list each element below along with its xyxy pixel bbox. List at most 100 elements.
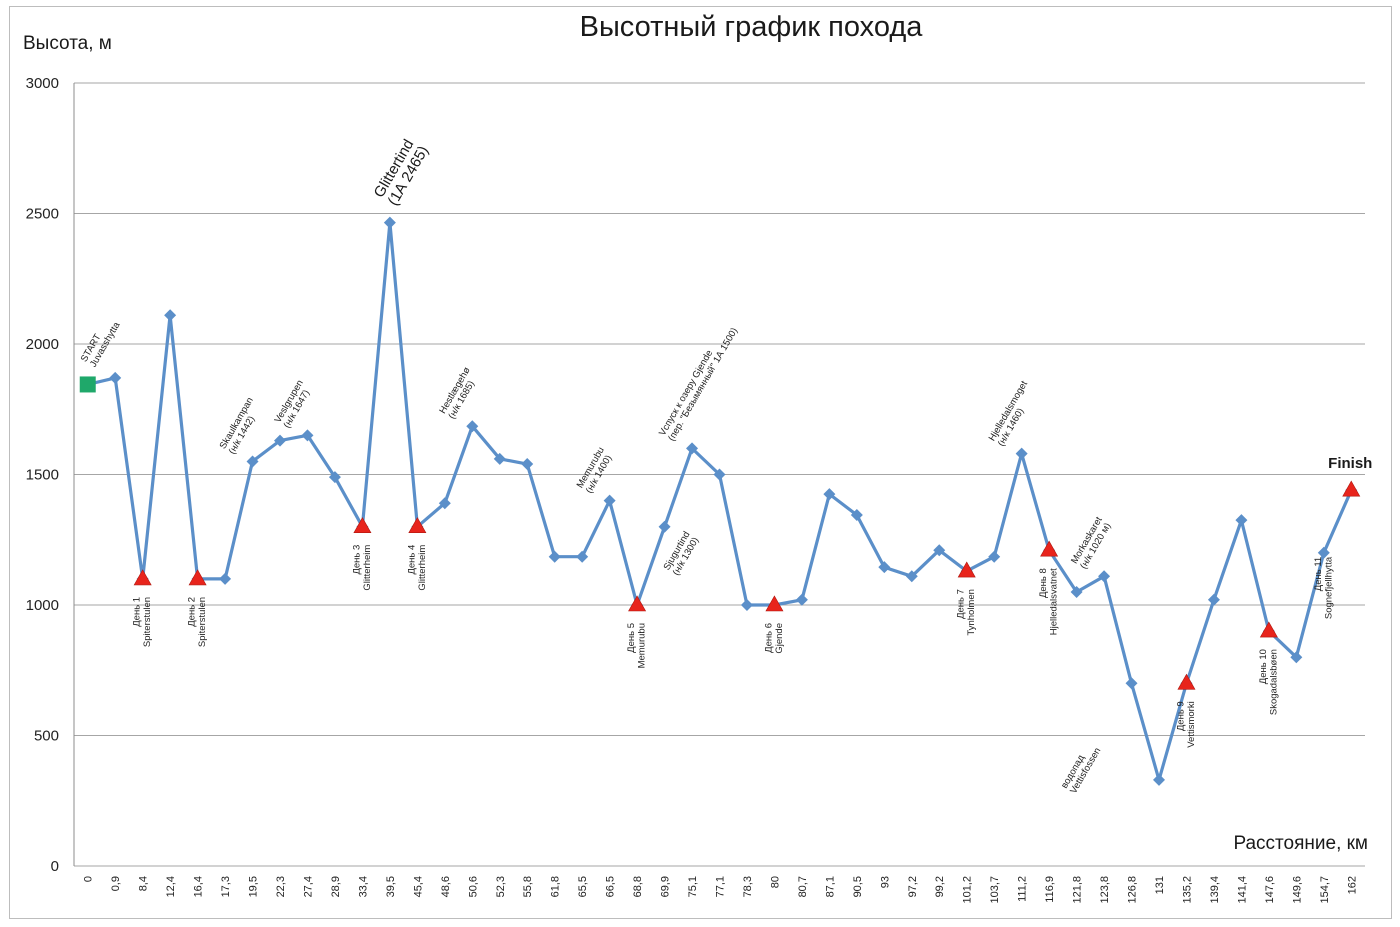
x-tick-label: 139,4 xyxy=(1209,876,1221,904)
x-tick-label: 78,3 xyxy=(742,876,754,897)
x-tick-label: 0 xyxy=(83,876,95,882)
waterfall-label: водопадVettisfossen xyxy=(1059,741,1103,796)
x-tick-label: 141,4 xyxy=(1236,876,1248,904)
x-tick-label: 80 xyxy=(769,876,781,888)
x-tick-label: 111,2 xyxy=(1017,876,1029,902)
x-tick-label: 68,8 xyxy=(632,876,644,897)
day-label: День 10Skogadalsbøen xyxy=(1258,649,1280,715)
data-point xyxy=(466,420,479,433)
x-tick-label: 116,9 xyxy=(1044,876,1056,903)
x-tick-label: 103,7 xyxy=(989,876,1001,904)
x-tick-label: 66,5 xyxy=(605,876,617,897)
finish-marker xyxy=(1342,480,1361,497)
day-label: День 7Tynholmen xyxy=(956,589,978,635)
grid-layer xyxy=(73,82,1365,867)
x-tick-label: 135,2 xyxy=(1181,876,1193,904)
x-tick-label: 17,3 xyxy=(220,876,232,897)
data-point xyxy=(686,442,699,455)
x-tick-label: 65,5 xyxy=(577,876,589,897)
data-point xyxy=(1015,447,1028,460)
x-tick-label: 69,9 xyxy=(660,876,672,897)
data-point xyxy=(1070,585,1083,598)
data-point xyxy=(548,550,561,563)
data-point xyxy=(713,468,726,481)
x-tick-label: 8,4 xyxy=(138,876,150,891)
x-tick-label: 16,4 xyxy=(193,876,205,897)
data-point xyxy=(246,455,259,468)
day-label: День 2Spiterstulen xyxy=(187,597,209,647)
data-point xyxy=(658,520,671,533)
data-point xyxy=(850,508,863,521)
annotations: STARTJuvasshytta Glittertind(1А 2465) Fini… xyxy=(79,137,1373,796)
x-tick-label: 0,9 xyxy=(110,876,122,891)
x-tick-label: 75,1 xyxy=(687,876,699,897)
summit-label: Hjelledalsmoget(н/к 1460) xyxy=(987,379,1040,449)
series-line-layer xyxy=(87,221,1353,782)
camp-marker xyxy=(765,595,784,612)
x-tick-label: 87,1 xyxy=(824,876,836,897)
y-axis-title: Высота, м xyxy=(23,33,112,54)
data-point xyxy=(1207,593,1220,606)
x-tick-label: 61,8 xyxy=(550,876,562,897)
day-label: День 5Memurubu xyxy=(626,623,648,668)
day-label: День 8Hjelledalsvatnet xyxy=(1038,568,1060,635)
data-point xyxy=(164,309,177,322)
camp-marker xyxy=(408,517,427,534)
chart-title: Высотный график похода xyxy=(580,11,924,43)
day-label: День 9Vettismorki xyxy=(1175,701,1197,747)
data-point xyxy=(438,497,451,510)
camp-marker xyxy=(957,561,976,578)
summit-label: Skaulkampan(н/к 1442) xyxy=(218,396,265,457)
data-point xyxy=(988,550,1001,563)
data-point xyxy=(740,599,753,611)
x-tick-label: 45,4 xyxy=(412,876,424,897)
y-tick-label: 3000 xyxy=(26,75,59,92)
x-tick-label: 131 xyxy=(1154,876,1166,894)
x-tick-label: 27,4 xyxy=(302,876,314,897)
camp-markers xyxy=(79,376,1361,690)
data-point xyxy=(603,494,616,507)
data-point xyxy=(1125,677,1138,690)
camp-marker xyxy=(1177,673,1196,690)
x-tick-label: 99,2 xyxy=(934,876,946,897)
x-tick-label: 28,9 xyxy=(330,876,342,897)
camp-marker xyxy=(353,517,372,534)
x-tick-label: 93 xyxy=(879,876,891,888)
data-point xyxy=(933,544,946,557)
day-label: День 1Spiterstulen xyxy=(132,597,154,647)
data-point xyxy=(328,471,341,484)
data-point xyxy=(823,488,836,501)
y-tick-label: 2000 xyxy=(26,336,59,353)
start-label: STARTJuvasshytta xyxy=(79,314,123,369)
data-point xyxy=(1152,773,1165,786)
data-point xyxy=(383,216,396,229)
data-point xyxy=(493,452,506,465)
chart-frame: 0 500 1000 1500 2000 2500 3000 0 0,9 8,4 12,4 16,4… xyxy=(9,6,1392,919)
data-point xyxy=(219,572,232,585)
x-tick-label: 126,8 xyxy=(1127,876,1139,904)
data-point xyxy=(878,561,891,574)
x-tick-label: 22,3 xyxy=(275,876,287,897)
x-tick-label: 50,6 xyxy=(467,876,479,897)
y-tick-label: 0 xyxy=(51,858,59,875)
data-point xyxy=(1290,651,1303,664)
x-tick-label: 121,8 xyxy=(1072,876,1084,904)
summit-label: Vспуск к озеру Gjende(пер. "Безымянный" … xyxy=(657,321,740,443)
day-label: День 11Sognefjellhytta xyxy=(1313,556,1335,619)
x-tick-label: 48,6 xyxy=(440,876,452,897)
day-label: День 4Glitterheim xyxy=(406,545,428,591)
elevation-series-line xyxy=(87,221,1353,782)
x-tick-label: 162 xyxy=(1346,876,1358,894)
data-point xyxy=(301,429,314,442)
camp-marker xyxy=(628,595,647,612)
y-tick-label: 1000 xyxy=(26,597,59,614)
x-axis-title: Расстояние, км xyxy=(1233,833,1368,854)
summit-label: Veslgrupen(н/к 1647) xyxy=(273,378,315,430)
data-point xyxy=(521,458,534,471)
finish-label: Finish xyxy=(1328,455,1372,472)
x-tick-label: 123,8 xyxy=(1099,876,1111,904)
data-point xyxy=(576,550,589,563)
x-tick-label: 101,2 xyxy=(962,876,974,904)
x-axis-ticks: 0 0,9 8,4 12,4 16,4 17,3 19,5 22,3 27,4 28,9 33,4 3… xyxy=(83,876,1359,904)
start-marker xyxy=(79,376,96,393)
